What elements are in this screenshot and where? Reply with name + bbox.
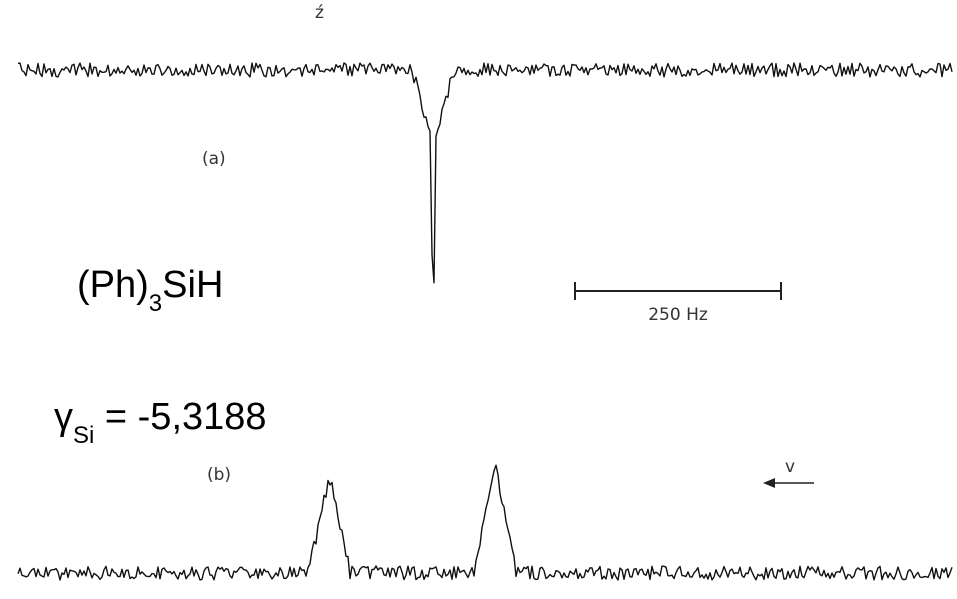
frequency-arrow-label: v (785, 457, 795, 477)
frequency-arrow: v (763, 457, 814, 488)
compound-subscript: 3 (149, 290, 162, 317)
stray-mark: ź (315, 3, 324, 23)
spectrum-a-label: (a) (202, 149, 226, 169)
gamma-symbol: γ (54, 396, 73, 438)
scale-bar-label: 250 Hz (648, 305, 708, 325)
spectrum-b-trace (17, 464, 953, 581)
spectrum-b-label: (b) (207, 465, 231, 485)
compound-label: (Ph)3SiH (77, 264, 223, 317)
compound-suffix: SiH (162, 264, 223, 306)
gamma-value: = -5,3188 (94, 396, 266, 438)
gamma-subscript: Si (73, 422, 94, 449)
frequency-arrow-head (763, 478, 775, 488)
scale-bar: 250 Hz (574, 282, 782, 325)
compound-main: (Ph) (77, 264, 149, 306)
spectrum-a-trace (17, 62, 953, 284)
gamma-label: γSi = -5,3188 (54, 396, 267, 449)
